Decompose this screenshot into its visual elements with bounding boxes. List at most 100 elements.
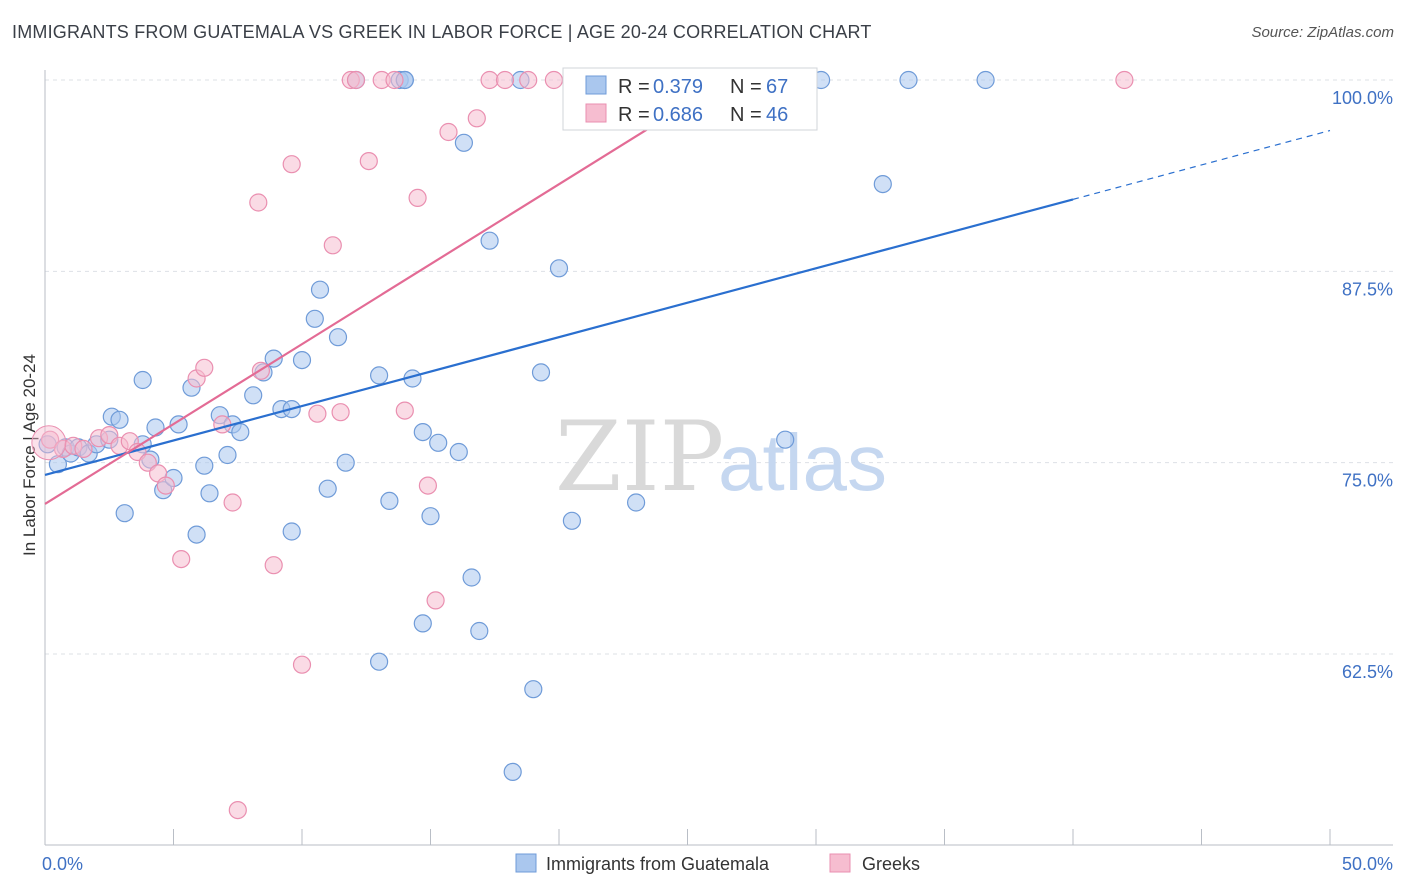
guatemala-point <box>133 370 152 390</box>
greeks-point <box>249 193 268 212</box>
greeks-point <box>282 155 301 174</box>
guatemala-point <box>413 423 432 442</box>
guatemala-point <box>503 762 522 782</box>
legend-blue-r-label: R = <box>618 76 650 98</box>
guatemala-point <box>449 442 468 462</box>
y-axis-title: In Labor Force | Age 20-24 <box>20 354 39 556</box>
legend-bottom-pink-swatch <box>829 853 851 873</box>
source-label: Source: ZipAtlas.com <box>1251 24 1394 41</box>
guatemala-point <box>282 522 301 541</box>
greeks-point <box>195 358 214 377</box>
legend-blue-n-label: N = <box>730 76 762 98</box>
data-points <box>31 70 1134 820</box>
guatemala-point <box>115 504 134 523</box>
guatemala-point <box>305 309 324 328</box>
greeks-point <box>408 188 427 207</box>
legend-top: R = 0.379 N = 67 R = 0.686 N = 46 <box>562 67 818 131</box>
guatemala-point <box>187 525 206 544</box>
guatemala-point <box>549 259 569 278</box>
guatemala-point <box>626 493 646 512</box>
guatemala-point <box>531 363 551 382</box>
legend-blue-r-value: 0.379 <box>653 76 703 98</box>
guatemala-point <box>524 680 543 699</box>
y-tick-label: 87.5% <box>1342 279 1393 299</box>
guatemala-point <box>413 614 432 633</box>
y-tick-label: 75.0% <box>1342 471 1393 491</box>
guatemala-point <box>146 418 165 437</box>
guatemala-point <box>454 133 473 152</box>
greeks-trend-line <box>44 71 740 505</box>
guatemala-point <box>292 351 312 370</box>
legend-pink-r-label: R = <box>618 104 650 126</box>
guatemala-point <box>169 415 188 434</box>
guatemala-point <box>429 433 448 452</box>
y-tick-label: 100.0% <box>1332 88 1393 108</box>
guatemala-point <box>421 507 440 526</box>
guatemala-point <box>873 175 892 194</box>
legend-bottom-pink-label: Greeks <box>862 854 920 874</box>
greeks-point <box>544 70 564 90</box>
greeks-point-large <box>31 425 67 461</box>
greeks-point <box>228 800 247 820</box>
guatemala-point <box>336 453 355 472</box>
greeks-point <box>308 404 327 423</box>
greeks-point <box>156 476 175 495</box>
greeks-point <box>426 591 445 610</box>
greeks-point <box>346 70 366 90</box>
greeks-point <box>323 236 342 255</box>
guatemala-point <box>244 386 263 405</box>
legend-blue-swatch <box>585 75 607 95</box>
guatemala-point <box>480 231 499 250</box>
legend-bottom: Immigrants from Guatemala Greeks <box>515 853 920 874</box>
guatemala-point <box>899 70 918 90</box>
guatemala-trend-extension <box>1072 129 1331 200</box>
y-tick-label: 62.5% <box>1342 662 1393 682</box>
watermark: ZIP atlas <box>555 401 887 513</box>
guatemala-point <box>195 456 214 475</box>
guatemala-point <box>462 568 481 587</box>
x-tick-label: 0.0% <box>42 854 83 874</box>
greeks-point <box>292 655 312 674</box>
greeks-point <box>385 70 404 90</box>
guatemala-point <box>264 349 283 368</box>
greeks-point <box>172 549 191 569</box>
guatemala-point <box>776 430 795 449</box>
axes <box>44 70 1393 846</box>
greeks-point <box>439 122 458 142</box>
greeks-point <box>40 430 60 449</box>
legend-bottom-blue-label: Immigrants from Guatemala <box>546 854 770 874</box>
guatemala-point <box>218 445 237 465</box>
greeks-point <box>331 403 350 422</box>
greeks-point <box>467 109 486 128</box>
legend-pink-swatch <box>585 103 607 123</box>
legend-pink-n-label: N = <box>730 104 762 126</box>
guatemala-point <box>110 410 129 429</box>
guatemala-point <box>328 328 348 347</box>
greeks-point <box>395 401 414 420</box>
x-tick-labels: 0.0% 50.0% <box>42 854 1393 874</box>
guatemala-point <box>380 491 399 510</box>
legend-pink-r-value: 0.686 <box>653 104 703 126</box>
y-tick-labels: 100.0% 87.5% 75.0% 62.5% <box>1332 88 1393 682</box>
greeks-point <box>223 493 242 512</box>
legend-pink-n-value: 46 <box>766 104 788 126</box>
greeks-point <box>418 476 437 495</box>
greeks-point <box>1115 70 1134 90</box>
x-tick-label: 50.0% <box>1342 854 1393 874</box>
legend-bottom-blue-swatch <box>515 853 537 873</box>
guatemala-point <box>318 479 337 498</box>
guatemala-point <box>976 70 995 90</box>
guatemala-point <box>562 511 582 530</box>
greeks-point <box>359 152 378 171</box>
grid <box>45 79 1393 655</box>
greeks-point <box>480 70 499 90</box>
greeks-point <box>519 70 538 90</box>
guatemala-point <box>370 652 389 671</box>
greeks-point <box>74 439 93 458</box>
trend-lines <box>44 71 1331 505</box>
greeks-point <box>264 556 283 575</box>
greeks-point <box>213 415 232 434</box>
guatemala-trend-line <box>44 198 1074 476</box>
guatemala-point <box>200 484 219 503</box>
